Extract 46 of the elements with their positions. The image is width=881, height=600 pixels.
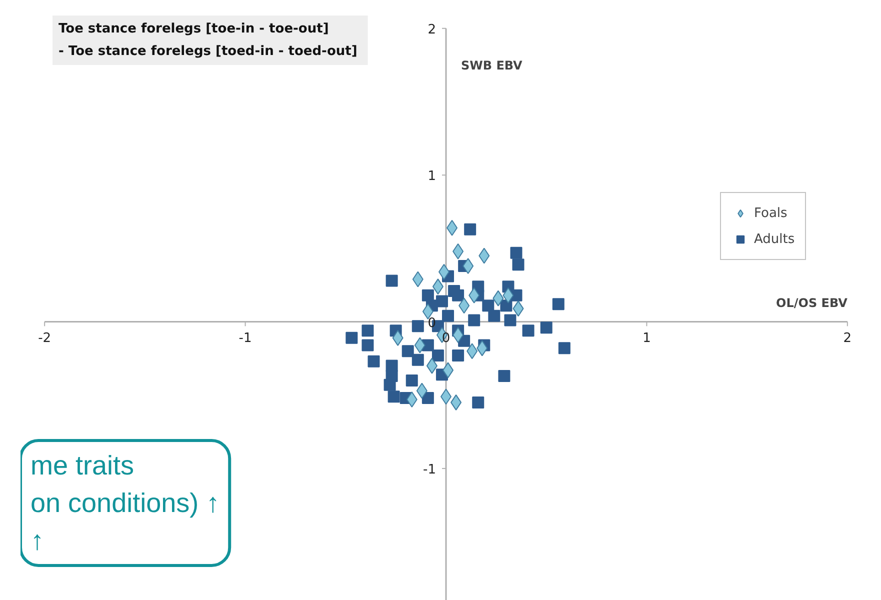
legend-label: Adults xyxy=(754,232,795,246)
point xyxy=(552,298,564,310)
y-axis-title: SWB EBV xyxy=(461,58,524,72)
x-tick-label: 1 xyxy=(642,330,651,346)
x-axis-title: OL/OS EBV xyxy=(776,296,848,310)
text: ↑ xyxy=(30,526,44,556)
point xyxy=(510,246,522,259)
point xyxy=(388,390,400,403)
point xyxy=(522,324,534,337)
y-tick-label: -1 xyxy=(423,462,436,478)
point xyxy=(362,339,374,352)
point xyxy=(558,342,570,354)
point xyxy=(468,314,480,326)
point xyxy=(472,396,484,408)
point xyxy=(540,322,552,334)
point xyxy=(452,350,464,362)
point xyxy=(422,289,434,302)
point xyxy=(362,324,374,337)
point xyxy=(512,258,524,271)
point xyxy=(346,332,358,344)
point xyxy=(442,310,454,322)
chart-title: Toe stance forelegs [toe-in - toe-out] xyxy=(58,22,329,36)
point xyxy=(406,374,418,386)
annotation: on conditions) ↑ xyxy=(30,488,220,518)
point xyxy=(432,350,444,362)
point xyxy=(464,223,476,236)
x-tick-label: 2 xyxy=(843,330,852,346)
x-tick-label: -2 xyxy=(38,330,52,346)
y-tick-label: 2 xyxy=(428,22,436,38)
point xyxy=(386,274,398,287)
point xyxy=(498,370,510,382)
point xyxy=(384,378,396,391)
point xyxy=(412,320,424,332)
point xyxy=(402,345,414,358)
point xyxy=(488,310,500,322)
y-tick-label: 1 xyxy=(428,169,436,184)
annotation: me traits xyxy=(30,450,134,480)
text: - Toe stance forelegs [toed-in - toed-out] xyxy=(58,44,358,59)
point xyxy=(412,354,424,366)
point xyxy=(504,314,516,326)
point xyxy=(436,295,448,308)
x-tick-label: -1 xyxy=(238,330,252,346)
point xyxy=(482,300,494,312)
legend-label: Foals xyxy=(754,206,788,220)
point xyxy=(368,355,380,368)
point xyxy=(448,284,460,297)
